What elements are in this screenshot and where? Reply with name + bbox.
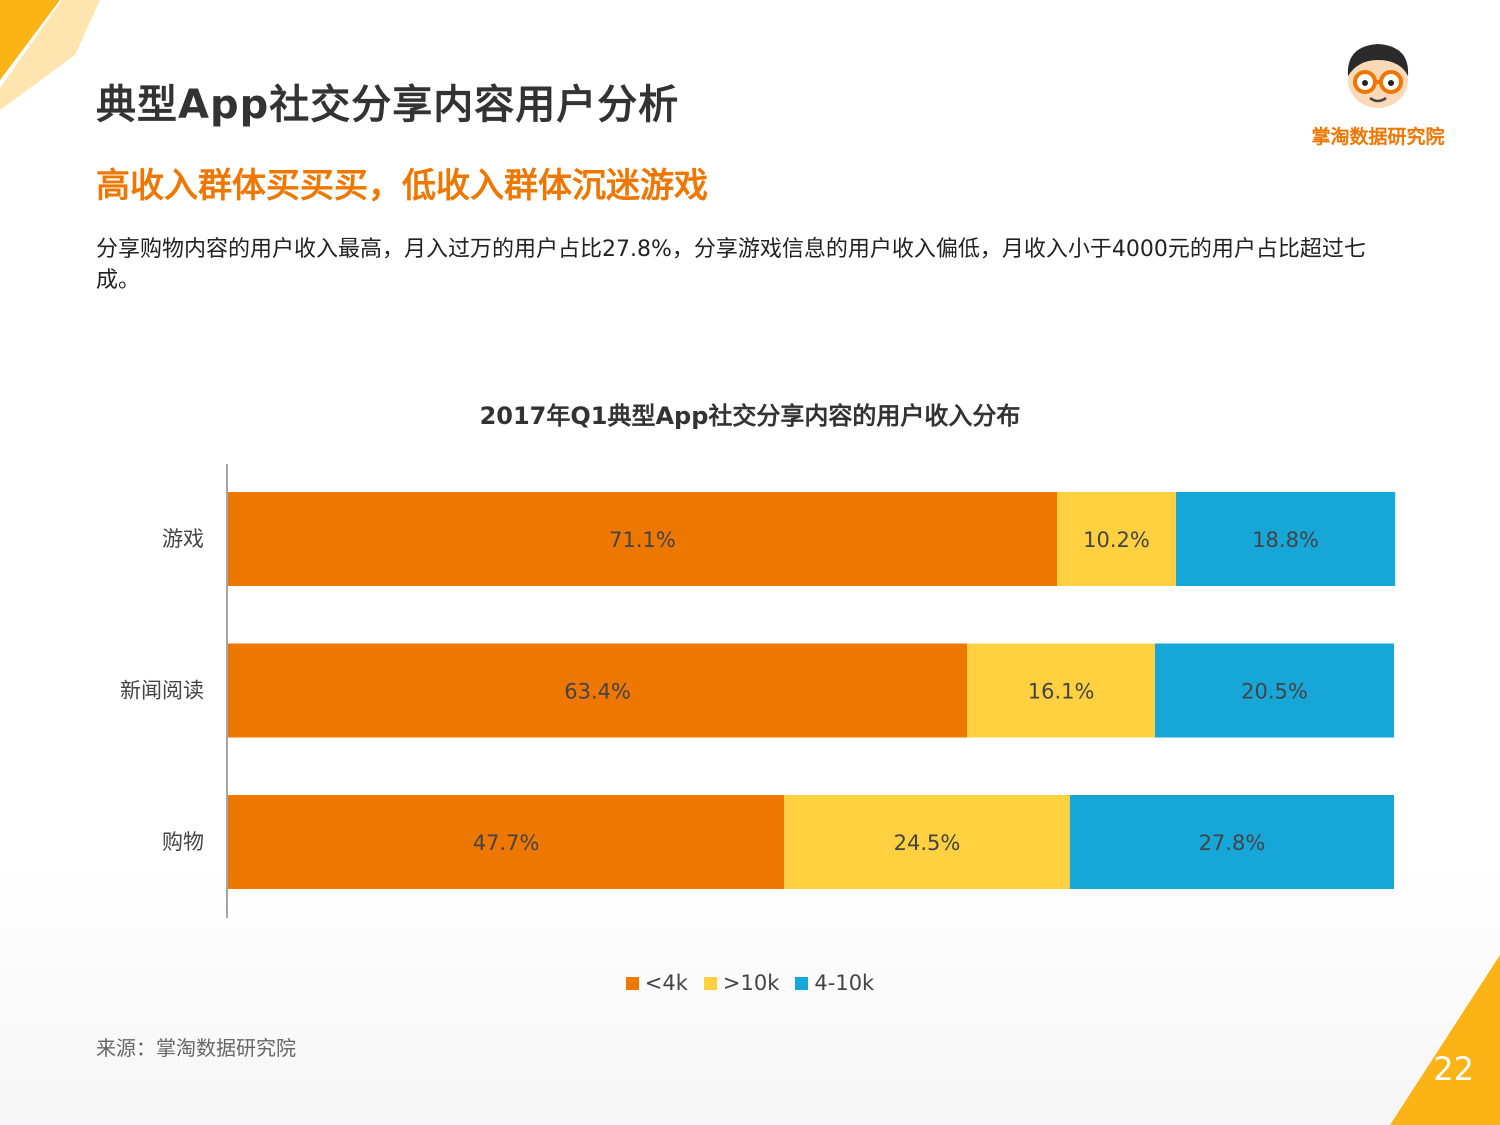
legend-swatch-4-10k <box>795 976 809 990</box>
page-number: 22 <box>1433 1050 1474 1088</box>
page-title: 典型App社交分享内容用户分析 <box>96 82 680 128</box>
source-note: 来源：掌淘数据研究院 <box>96 1036 296 1060</box>
data-label: 18.8% <box>1252 528 1319 552</box>
legend-item-4-10k: 4-10k <box>795 971 874 995</box>
bar-segment-lt4k <box>228 795 785 889</box>
bar-segment-gt10k <box>967 643 1155 738</box>
bar-segment-gt10k <box>784 795 1070 889</box>
stacked-bar-chart: 游戏 71.1% 10.2% 18.8% 新闻阅读 63.4% 16.1% 20.5% 购物 47… <box>120 464 1396 918</box>
bar-segment-gt10k <box>1057 492 1176 586</box>
corner-decoration-top-left <box>0 0 100 110</box>
legend-item-gt10k: >10k <box>703 971 780 995</box>
legend-label-gt10k: >10k <box>722 971 780 995</box>
legend-label-4-10k: 4-10k <box>814 971 875 995</box>
data-label: 16.1% <box>1028 680 1095 704</box>
category-label: 新闻阅读 <box>120 679 204 703</box>
data-label: 24.5% <box>894 831 961 855</box>
page-description: 分享购物内容的用户收入最高，月入过万的用户占比27.8%，分享游戏信息的用户收入… <box>96 237 1366 293</box>
chart-legend: <4k >10k 4-10k <box>0 971 1500 995</box>
legend-swatch-gt10k <box>703 976 717 990</box>
bar-segment-4-10k <box>1175 492 1396 586</box>
data-label: 27.8% <box>1199 831 1266 855</box>
data-label: 10.2% <box>1083 528 1150 552</box>
bar-segment-lt4k <box>228 492 1058 586</box>
data-label: 20.5% <box>1241 680 1308 704</box>
category-label: 购物 <box>162 830 204 854</box>
data-label: 47.7% <box>473 831 540 855</box>
background-fade <box>0 865 1500 1125</box>
page-subtitle: 高收入群体买买买，低收入群体沉迷游戏 <box>96 166 708 206</box>
brand-logo: 掌淘数据研究院 <box>1298 38 1458 149</box>
data-label: 63.4% <box>564 680 631 704</box>
chart-title: 2017年Q1典型App社交分享内容的用户收入分布 <box>479 402 1021 430</box>
brand-name: 掌淘数据研究院 <box>1311 126 1445 148</box>
legend-swatch-lt4k <box>625 976 639 990</box>
bar-segment-4-10k <box>1069 795 1394 889</box>
bar-segment-lt4k <box>228 643 968 738</box>
legend-item-lt4k: <4k <box>625 971 688 995</box>
cartoon-face-glasses-icon <box>1347 44 1409 108</box>
category-label: 游戏 <box>162 527 204 551</box>
legend-label-lt4k: <4k <box>644 971 688 995</box>
bar-segment-4-10k <box>1154 643 1394 738</box>
data-label: 71.1% <box>609 528 676 552</box>
corner-decoration-bottom-right <box>1390 955 1500 1125</box>
